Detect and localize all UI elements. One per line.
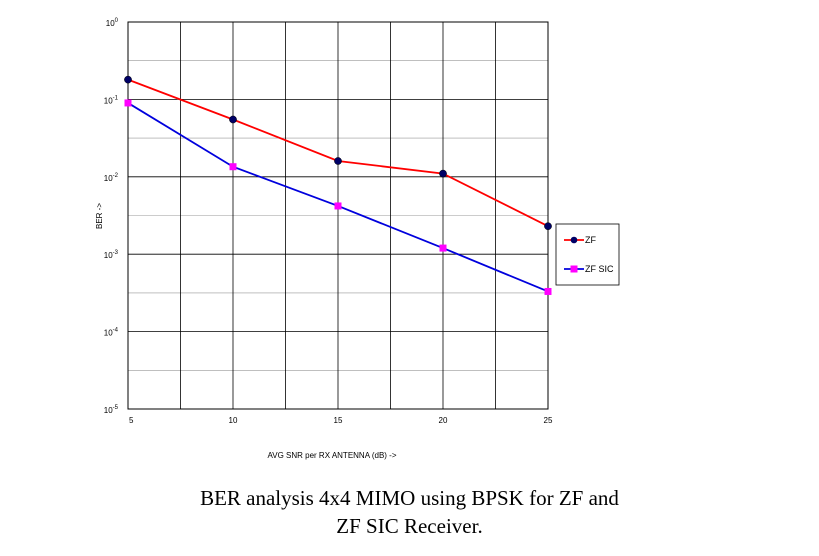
y-axis-label: BER -> [95, 203, 104, 229]
x-tick-label: 20 [439, 416, 448, 425]
y-axis-ticks: 100 10-1 10-2 10-3 10-4 10-5 [104, 18, 119, 415]
figure-caption: BER analysis 4x4 MIMO using BPSK for ZF … [0, 484, 819, 540]
legend-box [555, 223, 620, 286]
legend-label: ZF [585, 235, 596, 245]
data-point [229, 163, 237, 171]
y-tick-label: 10-1 [104, 95, 119, 105]
data-point [439, 244, 447, 252]
x-axis-label: AVG SNR per RX ANTENNA (dB) -> [268, 451, 397, 460]
y-tick-label: 10-2 [104, 173, 119, 183]
data-point [544, 222, 552, 231]
y-tick-label: 100 [106, 18, 119, 28]
x-tick-label: 5 [129, 416, 134, 425]
data-point [124, 75, 132, 84]
legend-marker [570, 236, 578, 244]
data-point [124, 99, 132, 107]
ber-chart: 100 10-1 10-2 10-3 10-4 10-5 5 10 15 20 25 AVG SN… [95, 18, 620, 460]
caption-line-1: BER analysis 4x4 MIMO using BPSK for ZF … [200, 486, 619, 510]
data-point [439, 169, 447, 178]
legend: ZF ZF SIC [555, 223, 620, 286]
caption-line-2: ZF SIC Receiver. [336, 514, 483, 538]
data-point [229, 115, 237, 124]
legend-label: ZF SIC [585, 264, 614, 274]
x-tick-label: 10 [229, 416, 238, 425]
data-point [334, 202, 342, 210]
y-tick-label: 10-3 [104, 250, 119, 260]
x-tick-label: 15 [334, 416, 343, 425]
series-layer [124, 75, 552, 295]
x-tick-label: 25 [544, 416, 553, 425]
x-axis-ticks: 5 10 15 20 25 [129, 416, 553, 425]
legend-items: ZF ZF SIC [564, 235, 614, 274]
legend-marker [570, 265, 578, 273]
plot-border [127, 21, 549, 410]
y-tick-label: 10-5 [104, 405, 119, 415]
data-point [334, 157, 342, 165]
data-point [544, 287, 552, 295]
y-tick-label: 10-4 [104, 328, 119, 338]
grid-lines [128, 22, 548, 409]
